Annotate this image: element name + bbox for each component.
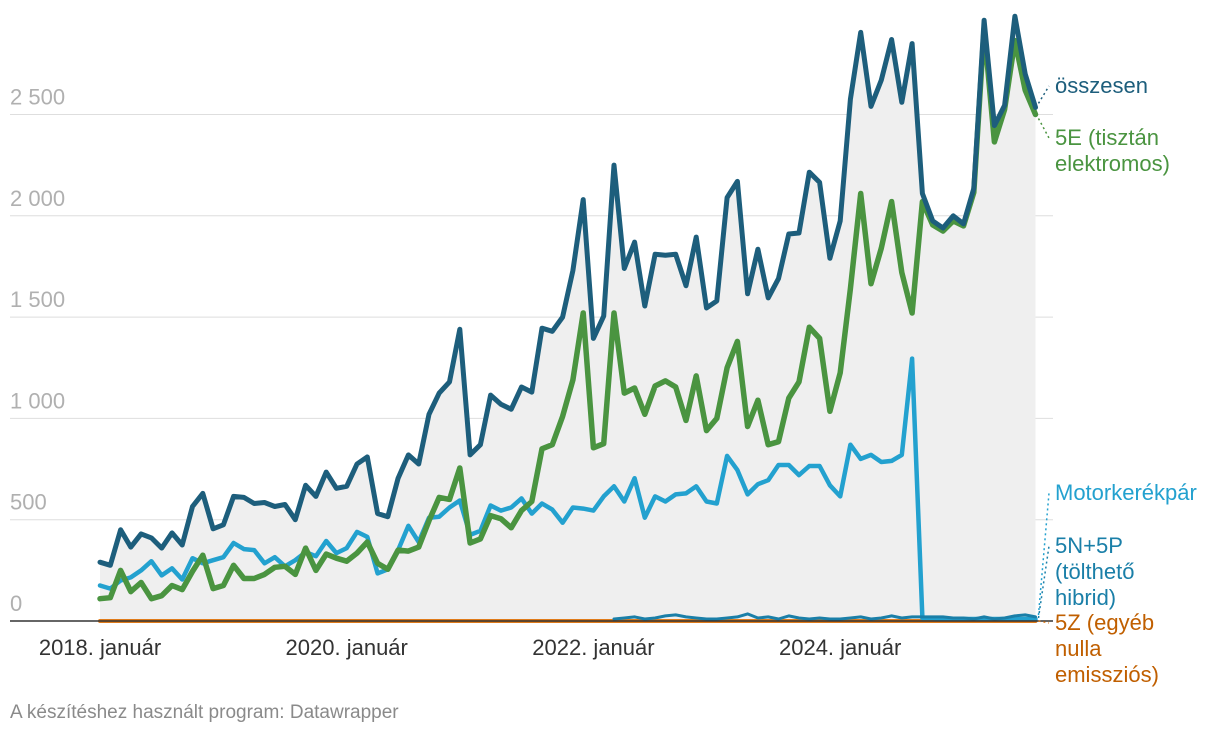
series-label-line: elektromos) — [1055, 151, 1170, 176]
series-label-line: nulla — [1055, 636, 1102, 661]
series-label-line: Motorkerékpár — [1055, 480, 1197, 505]
series-label: 5E (tisztán elektromos) — [1055, 125, 1170, 176]
label-leader — [1037, 492, 1050, 616]
series-label: 5Z (egyéb nulla emissziós) — [1055, 610, 1159, 687]
series-line-0 — [97, 13, 1038, 568]
total-area-fill — [100, 16, 1036, 621]
y-tick-label: 1 000 — [10, 388, 65, 413]
series-line-3 — [612, 612, 1037, 621]
line-chart: 0 500 1 000 1 500 2 000 2 500 2018. január 202… — [10, 13, 1197, 687]
series-line-2 — [97, 356, 1038, 622]
y-tick-label: 1 500 — [10, 287, 65, 312]
total-area — [100, 16, 1036, 621]
series-label-line: emissziós) — [1055, 662, 1159, 687]
series-label-line: összesen — [1055, 73, 1148, 98]
series-label-line: 5Z (egyéb — [1055, 610, 1154, 635]
credit-text: A készítéshez használt program: Datawrap… — [10, 702, 399, 723]
series-label: Motorkerékpár — [1055, 480, 1197, 505]
label-leader — [1037, 545, 1050, 619]
label-leader — [1037, 85, 1050, 104]
y-tick-label: 0 — [10, 591, 22, 616]
series-label-line: hibrid) — [1055, 585, 1116, 610]
x-tick-label: 2024. január — [779, 635, 901, 660]
series-label-line: (tölthető — [1055, 559, 1135, 584]
y-tick-label: 2 500 — [10, 85, 65, 110]
series-label-line: 5N+5P — [1055, 533, 1123, 558]
x-axis-ticks: 2018. január 2020. január 2022. január 2024… — [39, 635, 901, 660]
series-label: 5N+5P (tölthető hibrid) — [1055, 533, 1135, 610]
series-line-1 — [97, 25, 1039, 602]
x-tick-label: 2022. január — [532, 635, 654, 660]
label-leader — [1038, 620, 1050, 624]
label-leader — [1037, 118, 1050, 139]
y-tick-label: 500 — [10, 490, 47, 515]
y-tick-label: 2 000 — [10, 186, 65, 211]
series-label-line: 5E (tisztán — [1055, 125, 1159, 150]
x-tick-label: 2018. január — [39, 635, 161, 660]
series-labels: összesen 5E (tisztán elektromos) Motorkerék… — [1037, 73, 1197, 687]
series-label: összesen — [1055, 73, 1148, 98]
x-tick-label: 2020. január — [286, 635, 408, 660]
y-axis-ticks: 0 500 1 000 1 500 2 000 2 500 — [10, 85, 65, 617]
